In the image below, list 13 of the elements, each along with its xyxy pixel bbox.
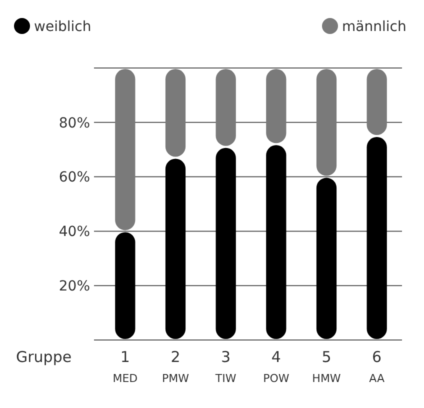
x-tick-label: 4 POW — [263, 348, 290, 385]
y-tick-label: 60% — [58, 170, 90, 186]
x-tick-label: 1 MED — [112, 348, 138, 385]
x-tick-label: 6 AA — [369, 348, 385, 385]
legend-label: weiblich — [34, 18, 92, 35]
y-tick-label: 20% — [58, 278, 90, 294]
x-tick-label: 5 HMW — [312, 348, 341, 385]
x-tick-label: 3 TIW — [214, 348, 236, 385]
y-tick-label: 40% — [58, 224, 90, 240]
x-axis-title: Gruppe — [16, 348, 72, 366]
legend-label: männlich — [342, 18, 406, 35]
x-tick-label: 2 PMW — [162, 348, 190, 385]
y-tick-label: 80% — [58, 115, 90, 132]
